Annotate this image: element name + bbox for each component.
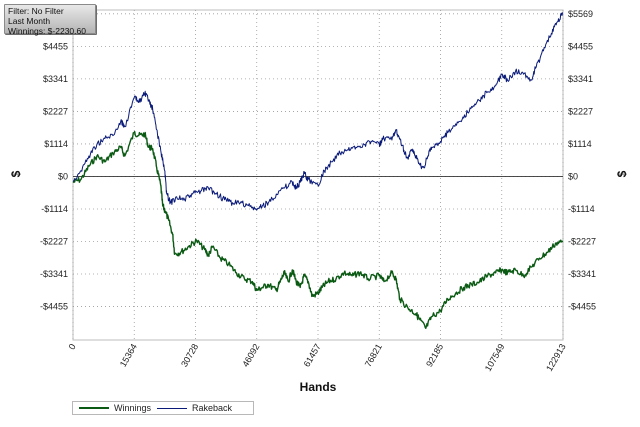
y-tick-label-right: $4455 (568, 41, 593, 51)
filter-label: Filter: No Filter (8, 6, 64, 16)
filter-info-box: Filter: No Filter Last Month Winnings: $… (4, 4, 96, 36)
legend-label-winnings: Winnings (114, 403, 152, 413)
y-tick-label-right: $3341 (568, 74, 593, 84)
x-tick-label: 92185 (424, 342, 445, 369)
y-tick-label-left: $2227 (43, 106, 68, 116)
y-tick-label-left: $3341 (43, 74, 68, 84)
x-tick-label: 61457 (302, 342, 323, 369)
y-tick-label-left: $4455 (43, 41, 68, 51)
x-tick-label: 76821 (363, 342, 384, 369)
y-tick-label-right: -$4455 (568, 302, 596, 312)
x-tick-label: 15364 (118, 342, 139, 369)
y-tick-label-left: -$1114 (41, 204, 68, 214)
x-tick-label: 0 (67, 342, 78, 351)
y-tick-label-right: $2227 (568, 106, 593, 116)
x-tick-label: 46092 (240, 342, 261, 369)
y-tick-label-right: $1114 (568, 139, 592, 149)
tick-labels: -$4455 -$4455 -$3341 -$3341 -$2227 -$2227 -$11… (40, 9, 596, 373)
series-line-rakeback (72, 12, 563, 211)
series-line-winnings (72, 130, 564, 329)
y-tick-label-left: -$2227 (40, 236, 68, 246)
period-label: Last Month (8, 16, 51, 26)
grid-lines (72, 10, 564, 340)
legend-item-rakeback: Rakeback (157, 403, 232, 413)
y-tick-label-left: -$3341 (40, 269, 68, 279)
y-tick-label-left: -$4455 (40, 302, 68, 312)
x-tick-label: 107549 (483, 342, 507, 373)
winnings-total-label: Winnings: $-2230.60 (8, 26, 86, 36)
legend-swatch-rakeback (157, 407, 188, 409)
legend-label-rakeback: Rakeback (192, 403, 233, 413)
series-lines (72, 12, 564, 329)
y-axis-title-right: $ (615, 170, 629, 177)
y-tick-label-right: -$3341 (568, 269, 596, 279)
y-tick-label-left: $0 (58, 171, 68, 181)
y-axis-title-left: $ (9, 170, 23, 177)
plot-area (72, 9, 564, 341)
y-tick-label-left: $1114 (44, 139, 68, 149)
x-tick-label: 30728 (179, 342, 200, 369)
y-tick-label-right: $5569 (568, 9, 593, 19)
legend-swatch-winnings (79, 407, 109, 409)
legend-item-winnings: Winnings (79, 403, 151, 413)
y-tick-label-right: -$1114 (568, 204, 595, 214)
y-tick-label-right: $0 (568, 171, 578, 181)
x-axis-title: Hands (300, 380, 337, 394)
chart-legend: Winnings Rakeback (72, 401, 254, 415)
y-tick-label-right: -$2227 (568, 236, 596, 246)
x-tick-label: 122913 (544, 342, 568, 373)
